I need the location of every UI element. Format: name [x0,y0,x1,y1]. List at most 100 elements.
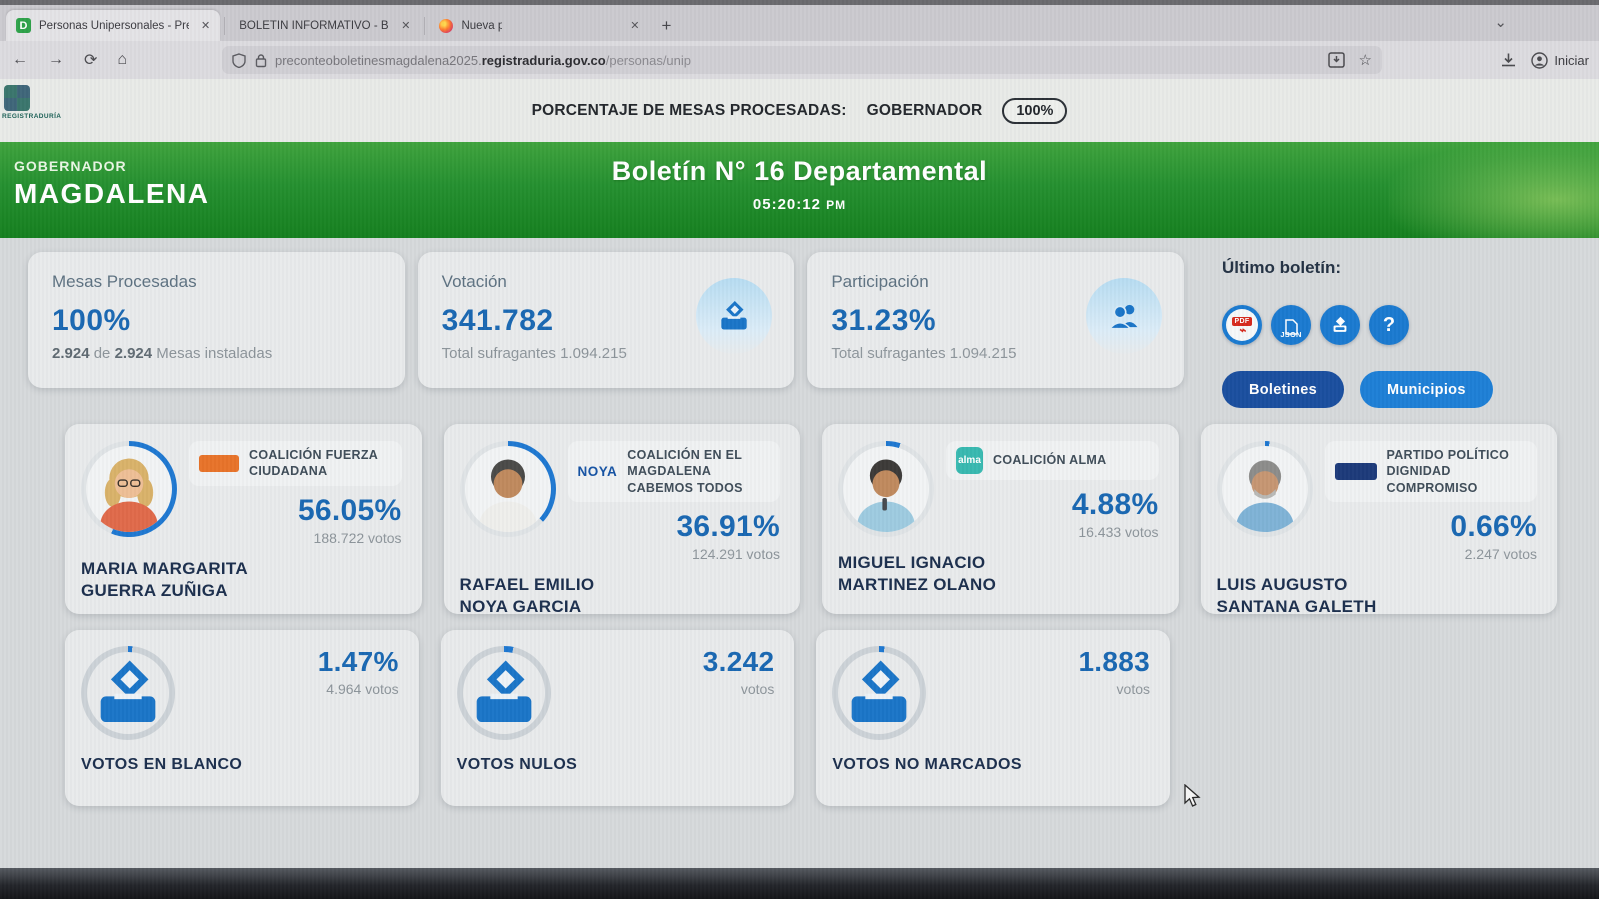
votos-no-marcados-card: 1.883 votos VOTOS NO MARCADOS [816,630,1171,806]
stat-title: Participación [831,272,929,291]
stat-card-votacion: Votación 341.782 Total sufragantes 1.094… [417,252,795,388]
download-icons-row: PDF ⌁ JSON ? [1222,305,1567,345]
vote-sub: 4.964 votos [326,681,399,697]
json-download-button[interactable]: JSON [1271,305,1311,345]
address-bar[interactable]: preconteoboletinesmagdalena2025.registra… [222,46,1382,74]
party-chip: PARTIDO POLÍTICO DIGNIDAD COMPROMISO [1324,441,1537,502]
toolbar-right-controls: Iniciar [1500,46,1589,74]
pdf-icon: PDF [1231,316,1253,326]
progress-ring [459,441,556,537]
forward-icon[interactable]: → [48,51,64,68]
municipios-button[interactable]: Municipios [1359,371,1493,408]
stat-subtitle: Total sufragantes 1.094.215 [441,345,627,362]
tab-title: Personas Unipersonales - Prens [39,19,189,32]
candidate-name: LUIS AUGUSTO SANTANA GALETH [1216,574,1377,616]
candidate-percentage: 56.05% [297,493,402,527]
banner-office: GOBERNADOR [14,158,127,174]
special-votes-row: 1.47% 4.964 votos VOTOS EN BLANCO 3.242 [65,630,1171,806]
mouse-cursor [1184,784,1201,807]
shield-icon[interactable] [232,52,246,68]
vote-value: 1.47% [317,646,399,677]
tab-personas-unipersonales[interactable]: D Personas Unipersonales - Prens ✕ [6,10,221,41]
lock-icon[interactable] [255,53,267,68]
candidate-votes: 2.247 votos [1464,545,1537,562]
vote-value: 1.883 [1078,646,1151,677]
boletines-button[interactable]: Boletines [1222,371,1344,408]
noya-logo: NOYA [577,463,618,479]
votos-nulos-card: 3.242 votos VOTOS NULOS [440,630,795,806]
candidate-photo [843,446,929,532]
ballot-box-icon [87,652,169,734]
candidate-percentage: 0.66% [1450,509,1537,543]
vote-label: VOTOS NO MARCADOS [832,756,1022,773]
ultimo-boletin-panel: Último boletín: PDF ⌁ JSON ? Boletines [1222,258,1567,408]
ultimo-boletin-title: Último boletín: [1222,258,1341,277]
downloads-icon[interactable] [1500,52,1517,69]
party-chip: alma COALICIÓN ALMA [946,441,1159,480]
stat-value: 100% [52,304,131,337]
tab-close-icon[interactable]: ✕ [201,20,211,32]
tab-title: BOLETÍN INFORMATIVO - BOL_GOE [239,19,389,32]
vote-value: 3.242 [702,646,775,677]
pdf-download-button[interactable]: PDF ⌁ [1222,305,1262,345]
candidate-votes: 188.722 votos [313,529,402,546]
tab-close-icon[interactable]: ✕ [630,20,640,32]
account-signin[interactable]: Iniciar [1531,51,1589,69]
help-button[interactable]: ? [1369,305,1409,345]
progress-ring [1216,441,1313,537]
candidate-photo [1221,446,1308,532]
save-page-icon[interactable] [1327,52,1345,68]
candidate-card-noya: NOYA COALICIÓN EN EL MAGDALENA CABEMOS T… [443,424,800,616]
account-icon [1531,51,1549,69]
ballot-box-icon [838,652,921,734]
vote-label: VOTOS NULOS [456,756,578,773]
alma-logo: alma [956,447,983,474]
url-text: preconteoboletinesmagdalena2025.registra… [275,52,692,68]
stats-row: Mesas Procesadas 100% 2.924 de 2.924 Mes… [28,252,1185,388]
processed-summary: PORCENTAJE DE MESAS PROCESADAS: GOBERNAD… [0,79,1599,142]
question-icon: ? [1382,313,1396,336]
stat-subtitle: Total sufragantes 1.094.215 [831,345,1017,362]
tab-close-icon[interactable]: ✕ [401,20,411,32]
candidate-name: MARIA MARGARITA GUERRA ZUÑIGA [81,558,248,600]
registraduria-crest-icon [4,85,30,111]
candidate-name: MIGUEL IGNACIO MARTINEZ OLANO [838,553,997,595]
stat-card-participacion: Participación 31.23% Total sufragantes 1… [807,252,1185,388]
progress-ring [838,441,934,537]
new-tab-button[interactable]: + [661,16,672,35]
tab-nueva-pestana[interactable]: Nueva pestaña ✕ [429,10,649,41]
ballot-doc-icon [1333,316,1347,332]
tab-title: Nueva pestaña [461,19,503,32]
votos-en-blanco-card: 1.47% 4.964 votos VOTOS EN BLANCO [65,630,419,806]
back-icon[interactable]: ← [12,51,28,68]
processed-label: PORCENTAJE DE MESAS PROCESADAS: [531,101,847,119]
party-name: PARTIDO POLÍTICO DIGNIDAD COMPROMISO [1386,448,1510,495]
candidate-percentage: 36.91% [676,509,780,543]
json-label: JSON [1280,329,1302,339]
banner-decoration [1389,142,1599,238]
stat-title: Mesas Procesadas [52,272,197,291]
firefox-favicon [439,18,454,33]
progress-ring [832,646,927,740]
candidates-row: COALICIÓN FUERZA CIUDADANA 56.05% 188.72… [65,424,1557,616]
progress-ring [81,646,175,740]
stat-value: 31.23% [831,304,937,337]
processed-percentage-pill: 100% [1002,97,1068,124]
e14-forms-button[interactable] [1320,305,1360,345]
home-icon[interactable]: ⌂ [117,51,128,68]
progress-ring [81,441,177,537]
candidate-votes: 16.433 votos [1078,524,1159,540]
browser-tab-strip: D Personas Unipersonales - Prens ✕ BOLET… [0,5,1599,41]
vote-sub: votos [1116,681,1151,697]
list-tabs-chevron-icon[interactable]: ⌄ [1494,14,1507,31]
screen-bezel-top [0,0,1599,5]
reload-icon[interactable]: ⟳ [84,52,98,69]
party-chip: NOYA COALICIÓN EN EL MAGDALENA CABEMOS T… [567,441,780,502]
tab-separator [224,17,226,35]
party-name: COALICIÓN FUERZA CIUDADANA [249,448,378,479]
bulletin-title: Boletín N° 16 Departamental [611,156,988,186]
tab-boletin-informativo[interactable]: BOLETÍN INFORMATIVO - BOL_GOE ✕ [229,10,420,41]
site-header: REGISTRADURÍA PORCENTAJE DE MESAS PROCES… [0,79,1599,142]
bookmark-star-icon[interactable]: ☆ [1358,52,1372,69]
